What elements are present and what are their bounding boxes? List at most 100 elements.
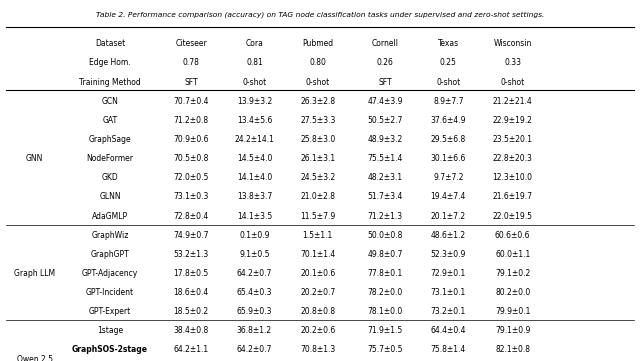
Text: GraphSOS-2stage: GraphSOS-2stage <box>72 345 148 355</box>
Text: 0.26: 0.26 <box>376 58 394 68</box>
Text: 52.3±0.9: 52.3±0.9 <box>431 250 466 259</box>
Text: 73.1±0.1: 73.1±0.1 <box>431 288 466 297</box>
Text: 0.33: 0.33 <box>504 58 521 68</box>
Text: 60.6±0.6: 60.6±0.6 <box>495 231 531 240</box>
Text: Cornell: Cornell <box>371 39 399 48</box>
Text: 12.3±10.0: 12.3±10.0 <box>493 173 532 182</box>
Text: GPT-Adjacency: GPT-Adjacency <box>82 269 138 278</box>
Text: 80.2±0.0: 80.2±0.0 <box>495 288 531 297</box>
Text: Citeseer: Citeseer <box>175 39 207 48</box>
Text: 71.2±0.8: 71.2±0.8 <box>173 116 209 125</box>
Text: 75.8±1.4: 75.8±1.4 <box>431 345 466 355</box>
Text: GLNN: GLNN <box>99 192 121 201</box>
Text: 48.9±3.2: 48.9±3.2 <box>367 135 403 144</box>
Text: 0.1±0.9: 0.1±0.9 <box>239 231 269 240</box>
Text: 18.5±0.2: 18.5±0.2 <box>173 307 209 316</box>
Text: GAT: GAT <box>102 116 118 125</box>
Text: 20.2±0.6: 20.2±0.6 <box>300 326 335 335</box>
Text: 79.1±0.9: 79.1±0.9 <box>495 326 531 335</box>
Text: 74.9±0.7: 74.9±0.7 <box>173 231 209 240</box>
Text: 70.1±1.4: 70.1±1.4 <box>300 250 335 259</box>
Text: 14.5±4.0: 14.5±4.0 <box>237 154 272 163</box>
Text: 0.81: 0.81 <box>246 58 263 68</box>
Text: Cora: Cora <box>246 39 263 48</box>
Text: 1stage: 1stage <box>97 326 123 335</box>
Text: 49.8±0.7: 49.8±0.7 <box>367 250 403 259</box>
Text: 73.2±0.1: 73.2±0.1 <box>431 307 466 316</box>
Text: 1.5±1.1: 1.5±1.1 <box>303 231 333 240</box>
Text: 50.0±0.8: 50.0±0.8 <box>367 231 403 240</box>
Text: 24.2±14.1: 24.2±14.1 <box>234 135 275 144</box>
Text: SFT: SFT <box>184 78 198 87</box>
Text: GraphWiz: GraphWiz <box>92 231 129 240</box>
Text: 11.5±7.9: 11.5±7.9 <box>300 212 335 221</box>
Text: 50.5±2.7: 50.5±2.7 <box>367 116 403 125</box>
Text: 20.8±0.8: 20.8±0.8 <box>300 307 335 316</box>
Text: 0-shot: 0-shot <box>436 78 460 87</box>
Text: 21.2±21.4: 21.2±21.4 <box>493 97 532 106</box>
Text: AdaGMLP: AdaGMLP <box>92 212 128 221</box>
Text: Graph LLM: Graph LLM <box>14 269 55 278</box>
Text: GNN: GNN <box>26 154 44 163</box>
Text: 77.8±0.1: 77.8±0.1 <box>367 269 403 278</box>
Text: GraphGPT: GraphGPT <box>91 250 129 259</box>
Text: 22.8±20.3: 22.8±20.3 <box>493 154 532 163</box>
Text: GKD: GKD <box>102 173 118 182</box>
Text: Table 2. Performance comparison (accuracy) on TAG node classification tasks unde: Table 2. Performance comparison (accurac… <box>96 12 544 18</box>
Text: 30.1±6.6: 30.1±6.6 <box>431 154 466 163</box>
Text: 78.2±0.0: 78.2±0.0 <box>367 288 403 297</box>
Text: 21.0±2.8: 21.0±2.8 <box>300 192 335 201</box>
Text: Pubmed: Pubmed <box>302 39 333 48</box>
Text: 26.3±2.8: 26.3±2.8 <box>300 97 335 106</box>
Text: 64.2±0.7: 64.2±0.7 <box>237 269 272 278</box>
Text: 14.1±3.5: 14.1±3.5 <box>237 212 272 221</box>
Text: 0.25: 0.25 <box>440 58 457 68</box>
Text: 53.2±1.3: 53.2±1.3 <box>173 250 209 259</box>
Text: 64.2±0.7: 64.2±0.7 <box>237 345 272 355</box>
Text: Dataset: Dataset <box>95 39 125 48</box>
Text: 70.7±0.4: 70.7±0.4 <box>173 97 209 106</box>
Text: 64.2±1.1: 64.2±1.1 <box>173 345 209 355</box>
Text: Training Method: Training Method <box>79 78 141 87</box>
Text: 72.9±0.1: 72.9±0.1 <box>431 269 466 278</box>
Text: 70.5±0.8: 70.5±0.8 <box>173 154 209 163</box>
Text: 70.8±1.3: 70.8±1.3 <box>300 345 335 355</box>
Text: 79.1±0.2: 79.1±0.2 <box>495 269 531 278</box>
Text: 20.1±7.2: 20.1±7.2 <box>431 212 466 221</box>
Text: GraphSage: GraphSage <box>89 135 131 144</box>
Text: Edge Hom.: Edge Hom. <box>89 58 131 68</box>
Text: 23.5±20.1: 23.5±20.1 <box>493 135 532 144</box>
Text: 48.6±1.2: 48.6±1.2 <box>431 231 466 240</box>
Text: 27.5±3.3: 27.5±3.3 <box>300 116 335 125</box>
Text: Wisconsin: Wisconsin <box>493 39 532 48</box>
Text: NodeFormer: NodeFormer <box>86 154 134 163</box>
Text: 36.8±1.2: 36.8±1.2 <box>237 326 272 335</box>
Text: 0.80: 0.80 <box>309 58 326 68</box>
Text: 72.8±0.4: 72.8±0.4 <box>173 212 209 221</box>
Text: 65.4±0.3: 65.4±0.3 <box>237 288 272 297</box>
Text: 78.1±0.0: 78.1±0.0 <box>367 307 403 316</box>
Text: GCN: GCN <box>102 97 118 106</box>
Text: 17.8±0.5: 17.8±0.5 <box>173 269 209 278</box>
Text: 73.1±0.3: 73.1±0.3 <box>173 192 209 201</box>
Text: 22.0±19.5: 22.0±19.5 <box>493 212 532 221</box>
Text: 75.5±1.4: 75.5±1.4 <box>367 154 403 163</box>
Text: 9.7±7.2: 9.7±7.2 <box>433 173 463 182</box>
Text: 38.4±0.8: 38.4±0.8 <box>173 326 209 335</box>
Text: 71.2±1.3: 71.2±1.3 <box>367 212 403 221</box>
Text: 13.9±3.2: 13.9±3.2 <box>237 97 272 106</box>
Text: 0-shot: 0-shot <box>306 78 330 87</box>
Text: Texas: Texas <box>438 39 459 48</box>
Text: 37.6±4.9: 37.6±4.9 <box>431 116 466 125</box>
Text: 25.8±3.0: 25.8±3.0 <box>300 135 335 144</box>
Text: 51.7±3.4: 51.7±3.4 <box>367 192 403 201</box>
Text: GPT-Expert: GPT-Expert <box>89 307 131 316</box>
Text: 24.5±3.2: 24.5±3.2 <box>300 173 335 182</box>
Text: 64.4±0.4: 64.4±0.4 <box>431 326 466 335</box>
Text: 65.9±0.3: 65.9±0.3 <box>237 307 272 316</box>
Text: 60.0±1.1: 60.0±1.1 <box>495 250 531 259</box>
Text: 72.0±0.5: 72.0±0.5 <box>173 173 209 182</box>
Text: 82.1±0.8: 82.1±0.8 <box>495 345 530 355</box>
Text: 70.9±0.6: 70.9±0.6 <box>173 135 209 144</box>
Text: 20.1±0.6: 20.1±0.6 <box>300 269 335 278</box>
